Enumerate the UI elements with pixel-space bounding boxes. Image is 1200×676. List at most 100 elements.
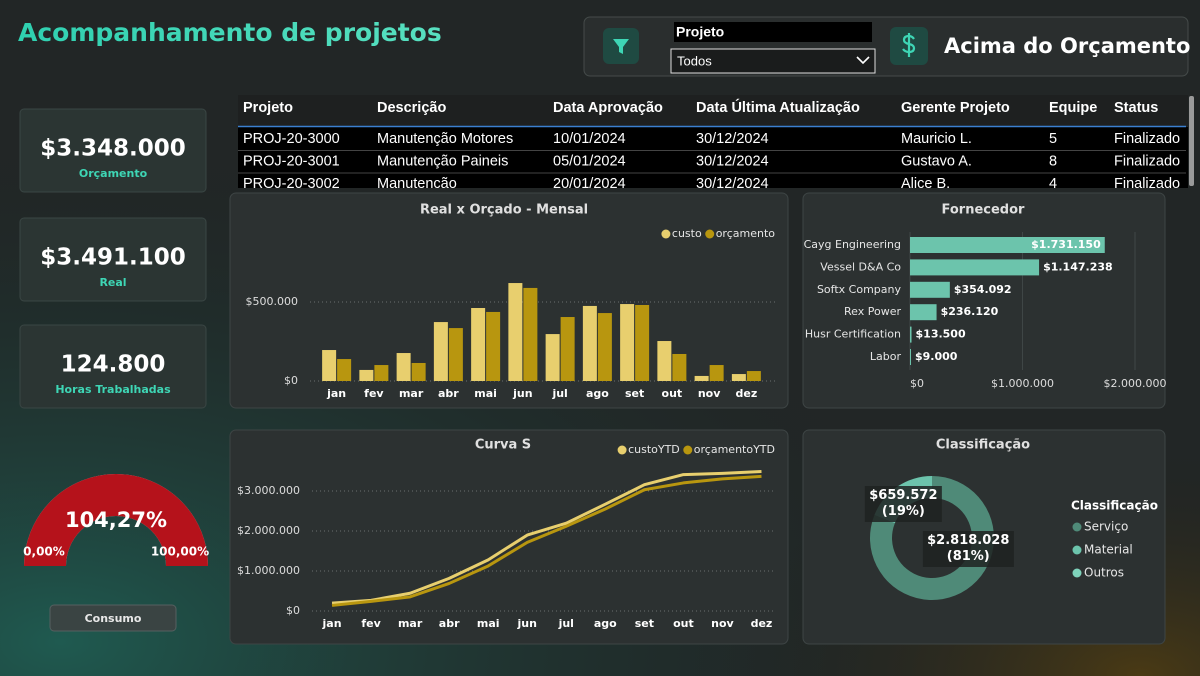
bar xyxy=(560,317,575,381)
bar xyxy=(910,349,912,365)
table-cell: Manutenção xyxy=(377,176,457,192)
chart: Curva S $0 $1.000.000 $2.000.000 $3.000.000 j… xyxy=(229,429,789,645)
dropdown-chevron xyxy=(856,56,870,65)
x-tick-label: $2.000.000 xyxy=(1104,377,1167,390)
table-header: Equipe xyxy=(1049,100,1097,116)
table-header: Data Última Atualização xyxy=(696,98,860,116)
x-tick-label: abr xyxy=(439,617,460,630)
bar xyxy=(411,362,426,381)
bar xyxy=(486,311,501,381)
legend-swatch xyxy=(1072,522,1082,532)
bar xyxy=(746,371,761,381)
value-label: $659.572 (19%) xyxy=(865,486,942,523)
x-tick-label: $1.000.000 xyxy=(991,377,1054,390)
x-tick-label: fev xyxy=(364,387,384,400)
bar xyxy=(709,365,724,381)
y-tick-label: $2.000.000 xyxy=(237,524,300,537)
table-cell: 10/01/2024 xyxy=(553,131,626,147)
chart-title: Classificação xyxy=(936,438,1030,453)
bar xyxy=(582,305,597,381)
kpi-label: Real xyxy=(99,276,126,289)
x-tick-label: fev xyxy=(361,617,381,630)
table-cell: Alice B. xyxy=(901,176,950,192)
bar xyxy=(910,304,937,321)
consumo-button[interactable] xyxy=(49,604,177,632)
chart-title: Curva S xyxy=(475,438,531,453)
table-header: Projeto xyxy=(243,100,293,116)
bar xyxy=(396,353,411,381)
table-cell: 30/12/2024 xyxy=(696,131,769,147)
table-cell: Gustavo A. xyxy=(901,153,972,169)
table-cell: Mauricio L. xyxy=(901,131,972,147)
bar xyxy=(635,305,650,381)
value-label: $236.120 xyxy=(941,305,999,318)
x-tick-label: jul xyxy=(558,617,574,630)
dropdown[interactable] xyxy=(670,48,876,74)
consumo-label: Consumo xyxy=(85,612,142,625)
category-label: Cayg Engineering xyxy=(804,238,901,251)
table-cell: 05/01/2024 xyxy=(553,153,626,169)
category-label: Softx Company xyxy=(817,283,902,296)
legend-label: orçamentoYTD xyxy=(694,443,775,456)
kpi-value: 124.800 xyxy=(61,352,166,378)
x-tick-label: jun xyxy=(512,387,532,400)
legend-label: custoYTD xyxy=(628,443,680,456)
chart-panel xyxy=(229,429,789,645)
x-tick-label: abr xyxy=(438,387,459,400)
x-tick-label: set xyxy=(635,617,654,630)
gauge-value: 104,27% xyxy=(65,508,167,532)
value-label: $2.818.028 (81%) xyxy=(923,531,1014,568)
bar xyxy=(620,304,635,381)
table-header: Descrição xyxy=(377,100,446,116)
bar xyxy=(597,313,612,381)
y-tick-label: $500.000 xyxy=(246,295,299,308)
x-tick-label: dez xyxy=(736,387,758,400)
legend-swatch xyxy=(617,445,627,455)
y-tick-label: $0 xyxy=(284,374,298,387)
table-header: Data Aprovação xyxy=(553,100,663,116)
legend-swatch xyxy=(1072,568,1082,578)
bar xyxy=(910,281,950,298)
legend-title: Classificação xyxy=(1071,499,1158,513)
x-tick-label: nov xyxy=(711,617,734,630)
table-header: Status xyxy=(1114,100,1158,116)
kpi-card xyxy=(19,324,207,409)
table-header-bg xyxy=(238,95,1188,126)
legend-swatch xyxy=(705,229,715,239)
x-tick-label: out xyxy=(673,617,694,630)
x-tick-label: jun xyxy=(517,617,537,630)
legend-swatch xyxy=(1072,545,1082,555)
donut-slice xyxy=(870,476,994,600)
table-body-bg xyxy=(238,127,1188,188)
category-label: Vessel D&A Co xyxy=(820,260,901,273)
kpi-label: Horas Trabalhadas xyxy=(55,383,171,396)
chart: Real x Orçado - Mensal $0 $500.000 jan fev ma… xyxy=(229,192,789,409)
status-icon xyxy=(902,33,916,57)
bar xyxy=(337,359,352,381)
bar xyxy=(910,326,912,343)
x-tick-label: mai xyxy=(477,617,500,630)
bar xyxy=(471,308,486,381)
bar xyxy=(672,353,687,381)
kpi-card xyxy=(19,217,207,302)
table-cell: 30/12/2024 xyxy=(696,153,769,169)
bar xyxy=(433,322,448,381)
legend-swatch xyxy=(683,445,693,455)
slicer-header xyxy=(674,22,872,42)
y-tick-label: $1.000.000 xyxy=(237,564,300,577)
chart-title: Fornecedor xyxy=(942,203,1026,218)
value-label: $1.731.150 xyxy=(1031,238,1101,251)
y-tick-label: $0 xyxy=(286,604,300,617)
bar xyxy=(359,369,374,381)
slicer-label: Projeto xyxy=(676,24,724,40)
chart-panel xyxy=(802,192,1166,409)
scrollbar[interactable] xyxy=(1189,96,1194,186)
table: Projeto Descrição Data Aprovação Data Últim… xyxy=(238,95,1188,192)
status-label: Acima do Orçamento xyxy=(944,34,1190,58)
bar xyxy=(322,350,337,381)
category-label: Labor xyxy=(870,350,902,363)
table-cell: PROJ-20-3002 xyxy=(243,176,340,192)
line xyxy=(331,474,762,607)
x-tick-label: mai xyxy=(474,387,497,400)
